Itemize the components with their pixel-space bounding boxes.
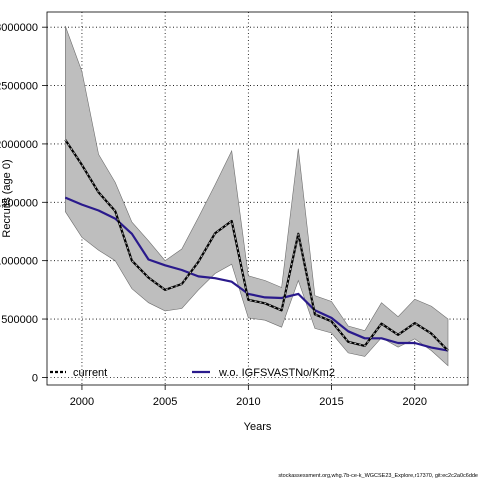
source-footer: stockassessment.org,whg.7b-ce-k_WGCSE23_… xyxy=(278,473,478,479)
series-line-current-dash xyxy=(64,139,449,351)
y-tick-label: 500000 xyxy=(1,314,38,326)
confidence-band xyxy=(65,25,449,367)
x-tick-label: 2000 xyxy=(70,396,94,408)
y-tick-label: 2000000 xyxy=(0,139,38,151)
legend: current w.o. IGFSVASTNo/Km2 xyxy=(50,367,335,379)
y-tick-label: 1500000 xyxy=(0,197,38,209)
x-tick-label: 2020 xyxy=(403,396,427,408)
x-axis: 2000 2005 2010 2015 2020 xyxy=(70,385,427,408)
y-axis: 0 500000 1000000 1500000 2000000 2500000 30000… xyxy=(0,22,47,384)
y-tick-label: 3000000 xyxy=(0,22,38,34)
y-axis-title: Recruits (age 0) xyxy=(1,159,13,237)
series-line-alternative xyxy=(64,196,449,352)
x-tick-label: 2010 xyxy=(236,396,260,408)
y-tick-label: 0 xyxy=(32,372,38,384)
x-tick-label: 2015 xyxy=(319,396,343,408)
y-tick-label: 1000000 xyxy=(0,256,38,268)
plot-frame xyxy=(46,11,469,386)
x-axis-title: Years xyxy=(244,421,272,433)
x-tick-label: 2005 xyxy=(153,396,177,408)
grid-lines xyxy=(47,12,468,385)
series-lines xyxy=(64,139,449,352)
legend-label-current: current xyxy=(73,367,107,379)
legend-label-alternative: w.o. IGFSVASTNo/Km2 xyxy=(218,367,335,379)
y-tick-label: 2500000 xyxy=(0,81,38,93)
